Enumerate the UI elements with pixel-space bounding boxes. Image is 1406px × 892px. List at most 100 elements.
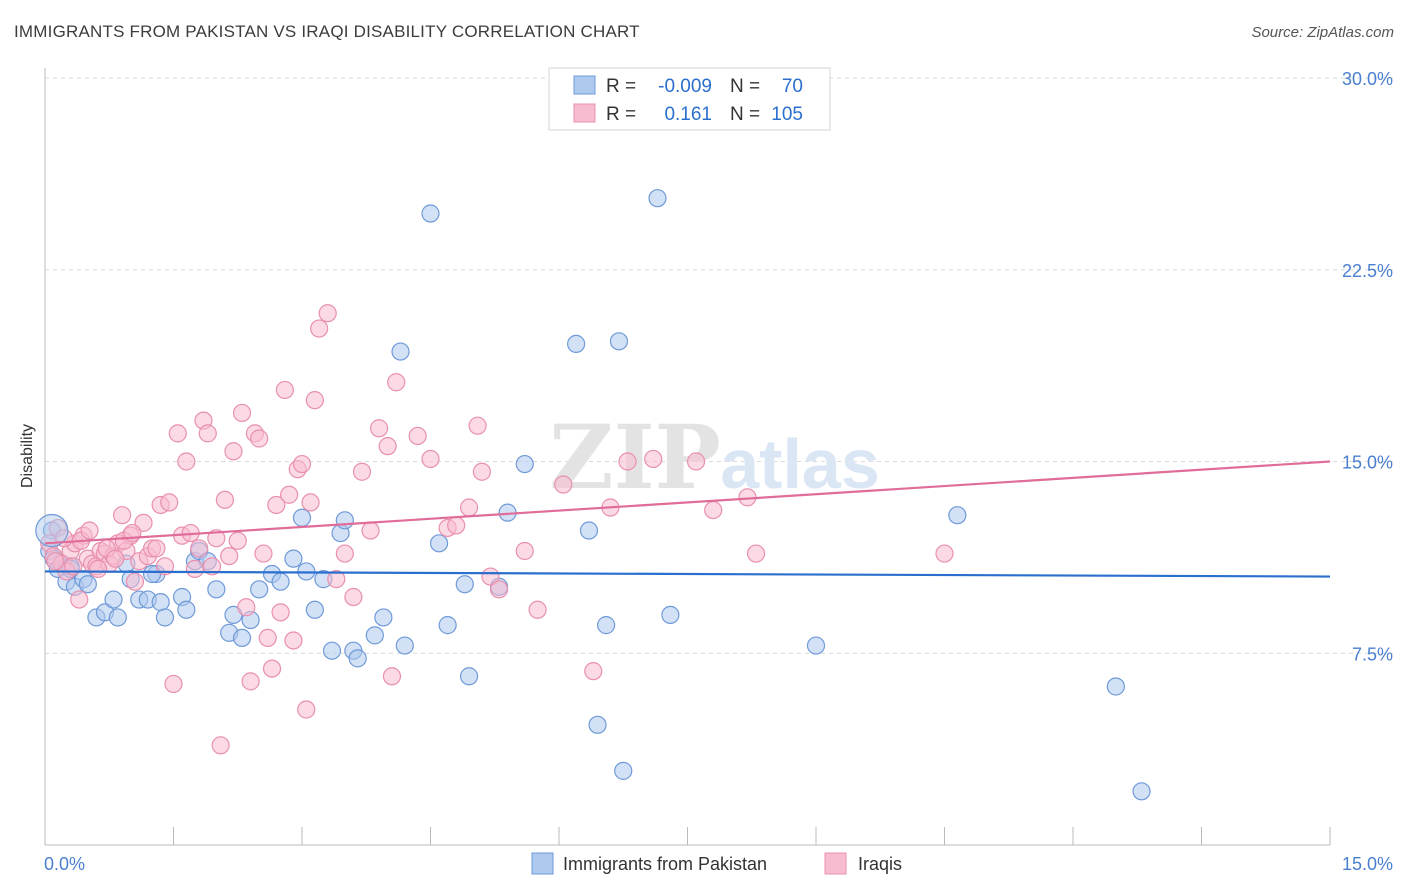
y-axis-label: Disability bbox=[19, 424, 36, 488]
pink-point bbox=[489, 580, 509, 599]
pink-point bbox=[164, 674, 183, 694]
legend-bottom: Immigrants from Pakistan Iraqis bbox=[531, 852, 902, 875]
pink-point bbox=[168, 424, 187, 443]
points-layer bbox=[35, 189, 1151, 801]
blue-point bbox=[177, 600, 196, 619]
legend-bottom-swatch-blue bbox=[531, 852, 554, 875]
pink-point bbox=[292, 454, 312, 474]
blue-point bbox=[455, 575, 474, 594]
blue-point bbox=[374, 608, 393, 627]
legend-bottom-label-blue: Immigrants from Pakistan bbox=[563, 854, 767, 874]
blue-point bbox=[108, 608, 127, 627]
pink-point bbox=[207, 529, 226, 548]
x-tick-label-max: 15.0% bbox=[1342, 854, 1393, 874]
pink-point bbox=[228, 531, 247, 550]
blue-point bbox=[1132, 782, 1151, 801]
legend-top-swatch-pink bbox=[573, 103, 596, 123]
pink-point bbox=[382, 667, 402, 686]
x-tick-label-min: 0.0% bbox=[44, 854, 85, 874]
blue-point bbox=[429, 534, 449, 553]
pink-point bbox=[112, 506, 132, 525]
legend-bottom-swatch-pink bbox=[824, 852, 847, 875]
legend-n-value-pink: 105 bbox=[771, 104, 803, 125]
legend-r-label-pink: R = bbox=[606, 104, 636, 125]
pink-point bbox=[618, 452, 637, 471]
chart-title: IMMIGRANTS FROM PAKISTAN VS IRAQI DISABI… bbox=[14, 22, 640, 41]
pink-point bbox=[387, 373, 406, 392]
pink-point bbox=[459, 498, 479, 517]
pink-point bbox=[352, 462, 372, 481]
pink-point bbox=[134, 513, 153, 532]
blue-point bbox=[948, 506, 967, 525]
pink-point bbox=[310, 319, 329, 338]
blue-point bbox=[335, 511, 354, 530]
blue-trend-line bbox=[44, 570, 1331, 578]
pink-point bbox=[147, 539, 166, 558]
blue-point bbox=[1106, 677, 1125, 696]
blue-point bbox=[292, 508, 312, 527]
pink-point bbox=[267, 495, 286, 515]
blue-point bbox=[151, 593, 170, 612]
pink-point bbox=[177, 452, 196, 471]
chart-source: Source: ZipAtlas.com bbox=[1251, 24, 1394, 41]
pink-point bbox=[224, 442, 243, 461]
legend-top: R = -0.009 N = 70 R = 0.161 N = 105 bbox=[548, 67, 831, 131]
pink-point bbox=[361, 521, 380, 540]
pink-point bbox=[155, 557, 175, 576]
pink-point bbox=[275, 380, 294, 400]
blue-point bbox=[284, 549, 303, 568]
pink-point bbox=[468, 416, 487, 435]
legend-n-label-pink: N = bbox=[730, 104, 760, 125]
blue-point bbox=[806, 636, 826, 655]
pink-point bbox=[258, 628, 277, 648]
pink-point bbox=[89, 559, 108, 578]
pink-point bbox=[335, 544, 354, 563]
legend-top-swatch-blue bbox=[573, 75, 596, 95]
pink-point bbox=[935, 544, 954, 563]
blue-point bbox=[661, 605, 680, 625]
legend-r-value-blue: -0.009 bbox=[658, 76, 712, 97]
pink-point bbox=[327, 570, 346, 589]
pink-point bbox=[644, 449, 663, 469]
pink-point bbox=[70, 590, 89, 609]
pink-point bbox=[421, 449, 440, 469]
pink-point bbox=[202, 557, 222, 576]
blue-point bbox=[322, 641, 342, 660]
pink-point bbox=[215, 490, 234, 509]
pink-point bbox=[305, 391, 324, 410]
grid-layer bbox=[45, 77, 1395, 654]
blue-point bbox=[78, 575, 97, 594]
blue-point bbox=[104, 590, 123, 609]
legend-bottom-label-pink: Iraqis bbox=[858, 854, 902, 874]
blue-point bbox=[365, 626, 384, 645]
pink-point bbox=[746, 544, 766, 563]
blue-point bbox=[597, 616, 616, 635]
blue-point bbox=[567, 334, 586, 353]
pink-point bbox=[254, 544, 273, 563]
blue-point bbox=[648, 189, 667, 208]
pink-point bbox=[250, 429, 269, 448]
pink-point bbox=[554, 475, 573, 494]
pink-point bbox=[472, 462, 491, 481]
blue-point bbox=[155, 608, 175, 627]
blue-point-cluster bbox=[35, 513, 69, 548]
pink-point bbox=[704, 500, 723, 520]
pink-point bbox=[185, 559, 205, 578]
pink-point bbox=[211, 736, 230, 755]
pink-point bbox=[46, 552, 65, 571]
trend-layer bbox=[44, 460, 1331, 578]
y-tick-label: 15.0% bbox=[1342, 453, 1393, 473]
pink-point bbox=[271, 603, 290, 622]
pink-point bbox=[106, 549, 125, 568]
blue-point bbox=[588, 715, 607, 734]
blue-point bbox=[391, 342, 410, 361]
blue-point bbox=[614, 761, 633, 780]
pink-point bbox=[370, 419, 389, 438]
blue-point bbox=[207, 580, 226, 599]
blue-point bbox=[305, 600, 324, 619]
blue-point bbox=[515, 454, 534, 474]
legend-n-label-blue: N = bbox=[730, 76, 760, 97]
pink-point bbox=[241, 672, 260, 691]
pink-point bbox=[220, 546, 239, 566]
pink-point bbox=[318, 304, 337, 323]
